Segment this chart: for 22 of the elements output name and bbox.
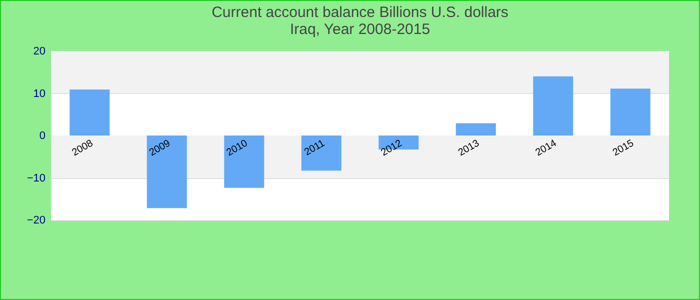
x-tick-label: 2013 (456, 138, 482, 159)
y-tick-label: 0 (39, 130, 46, 142)
bar (610, 88, 650, 136)
chart-subtitle: Iraq, Year 2008-2015 (290, 21, 430, 38)
x-tick-label: 2008 (70, 138, 96, 159)
x-tick-label: 2011 (302, 138, 328, 158)
bar (456, 123, 496, 136)
bar (146, 136, 187, 208)
y-tick-label: −10 (26, 172, 46, 184)
bar (533, 76, 574, 136)
x-tick-label: 2010 (224, 138, 250, 159)
y-tick-label: 10 (33, 88, 46, 100)
x-tick-label: 2015 (611, 138, 636, 159)
bar (70, 89, 110, 136)
chart-title: Current account balance Billions U.S. dollars (212, 4, 508, 21)
y-tick-label: −20 (26, 214, 46, 226)
bar (301, 136, 342, 171)
x-tick-label: 2009 (148, 138, 173, 159)
bar (224, 136, 264, 188)
x-tick-label: 2014 (534, 138, 559, 159)
x-tick-label: 2012 (379, 138, 404, 159)
y-tick-label: 20 (33, 46, 46, 58)
